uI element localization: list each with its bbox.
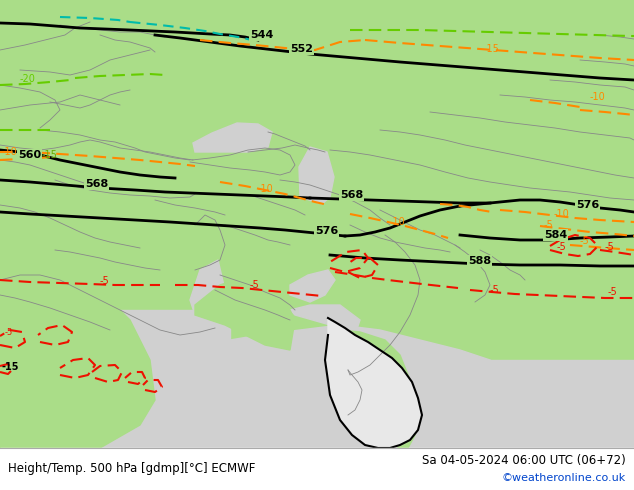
Text: 552: 552 [290,44,313,54]
Text: Sa 04-05-2024 06:00 UTC (06+72): Sa 04-05-2024 06:00 UTC (06+72) [422,454,626,466]
Text: -10: -10 [590,92,605,102]
Text: 568: 568 [85,179,108,189]
Polygon shape [190,260,225,325]
Text: -10: -10 [390,217,406,227]
Text: 544: 544 [250,30,273,40]
Text: -5: -5 [544,220,553,230]
Text: 588: 588 [468,256,491,266]
Polygon shape [55,160,195,198]
Text: ©weatheronline.co.uk: ©weatheronline.co.uk [501,473,626,483]
Text: 584: 584 [544,230,567,240]
Text: -20: -20 [20,74,36,84]
Text: -5: -5 [250,280,260,290]
Polygon shape [0,280,80,360]
Text: -15: -15 [2,362,20,372]
Polygon shape [298,145,332,202]
Text: -5: -5 [580,236,590,246]
Polygon shape [0,410,634,448]
Polygon shape [0,360,634,448]
Text: -10: -10 [554,209,570,219]
Text: -10: -10 [258,184,274,194]
Text: 576: 576 [576,200,599,210]
Text: -5: -5 [5,328,13,337]
Polygon shape [200,325,540,448]
Text: 576: 576 [315,226,339,236]
Text: -15: -15 [42,150,58,160]
Polygon shape [0,310,230,448]
Text: 560: 560 [18,150,41,160]
Polygon shape [340,330,415,448]
Polygon shape [0,448,634,490]
Text: -5: -5 [557,242,567,252]
Polygon shape [398,422,415,448]
Text: -15: -15 [484,44,500,54]
Text: -10: -10 [2,147,18,157]
Text: -5: -5 [608,287,618,297]
Text: 568: 568 [340,190,363,200]
Polygon shape [0,0,634,240]
Polygon shape [192,122,270,150]
Polygon shape [325,318,422,448]
Polygon shape [193,123,272,152]
Text: Height/Temp. 500 hPa [gdmp][°C] ECMWF: Height/Temp. 500 hPa [gdmp][°C] ECMWF [8,462,256,474]
Text: -5: -5 [490,285,500,295]
Polygon shape [0,280,155,448]
Text: -5: -5 [100,276,110,286]
Text: -5: -5 [605,242,615,252]
Polygon shape [195,275,295,350]
Polygon shape [290,305,360,335]
Polygon shape [290,270,335,302]
Polygon shape [299,147,334,204]
Polygon shape [0,0,634,448]
